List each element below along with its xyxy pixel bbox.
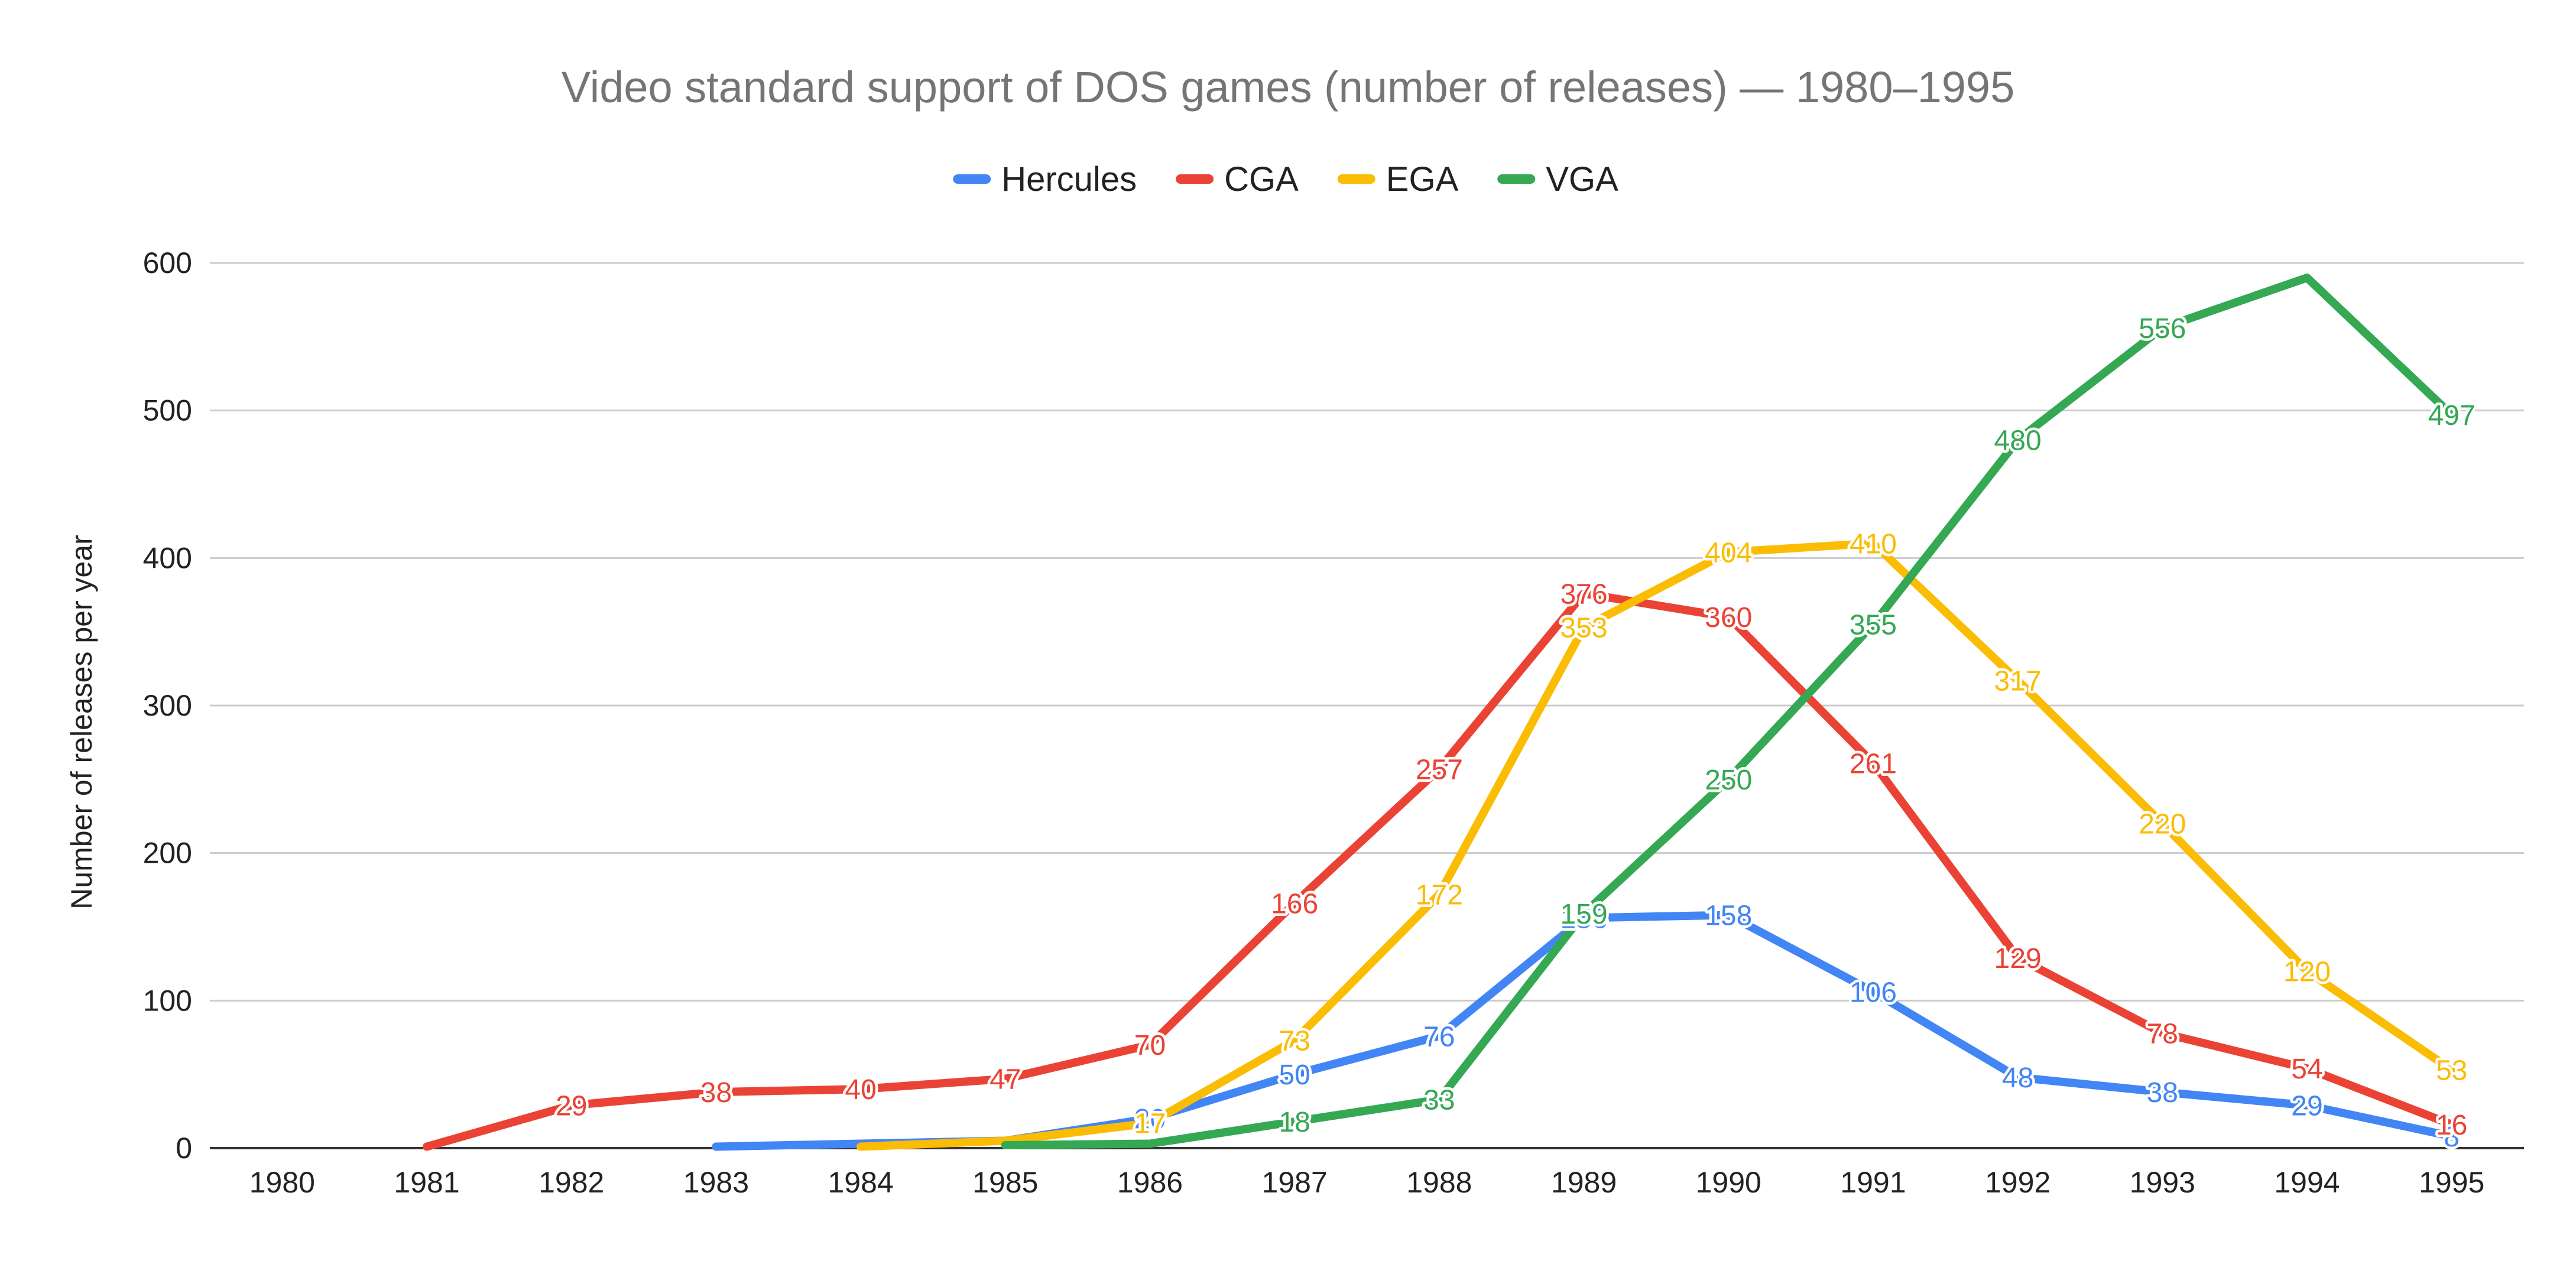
data-label-hercules: 48 bbox=[2002, 1062, 2033, 1094]
x-tick-label: 1980 bbox=[249, 1166, 315, 1199]
legend-label: EGA bbox=[1386, 160, 1459, 199]
legend-item-vga: VGA bbox=[1497, 160, 1618, 199]
data-label-vga: 33 bbox=[1423, 1085, 1455, 1116]
data-label-cga: 29 bbox=[556, 1091, 587, 1122]
x-tick-label: 1986 bbox=[1117, 1166, 1183, 1199]
y-axis-title: Number of releases per year bbox=[65, 535, 98, 909]
data-label-hercules: 156 bbox=[1560, 904, 1607, 935]
x-tick-label: 1984 bbox=[828, 1166, 893, 1199]
data-label-cga: 38 bbox=[700, 1077, 732, 1109]
x-tick-label: 1990 bbox=[1696, 1166, 1761, 1199]
x-tick-label: 1992 bbox=[1985, 1166, 2051, 1199]
x-tick-label: 1982 bbox=[538, 1166, 604, 1199]
data-label-cga: 261 bbox=[1850, 748, 1897, 779]
x-tick-label: 1987 bbox=[1262, 1166, 1328, 1199]
data-label-hercules: 29 bbox=[2291, 1091, 2322, 1122]
y-tick-label: 200 bbox=[143, 837, 192, 870]
legend-item-ega: EGA bbox=[1337, 160, 1459, 199]
data-label-ega: 73 bbox=[1279, 1026, 1310, 1057]
series-line-ega bbox=[856, 539, 2456, 1151]
data-label-vga: 497 bbox=[2428, 400, 2476, 431]
x-tick-label: 1995 bbox=[2419, 1166, 2484, 1199]
data-label-vga: 480 bbox=[1994, 425, 2042, 457]
data-label-cga: 166 bbox=[1271, 889, 1318, 920]
legend-label: Hercules bbox=[1001, 160, 1137, 199]
data-label-cga: 376 bbox=[1560, 578, 1607, 610]
data-label-cga: 40 bbox=[845, 1074, 876, 1106]
y-axis-ticks: 0 100 200 300 400 500 600 bbox=[143, 246, 192, 1165]
data-label-ega: 17 bbox=[1134, 1109, 1166, 1140]
y-tick-label: 400 bbox=[143, 541, 192, 574]
data-label-hercules: 38 bbox=[2147, 1077, 2178, 1109]
data-labels: 20 50 76 156 158 106 48 38 29 8 29 38 40 47 70 166 257 37… bbox=[553, 310, 2478, 1155]
y-tick-label: 0 bbox=[176, 1132, 192, 1165]
data-label-cga: 54 bbox=[2291, 1054, 2322, 1085]
data-label-ega: 353 bbox=[1560, 613, 1607, 644]
data-label-hercules: 8 bbox=[2444, 1122, 2460, 1153]
gridlines bbox=[210, 262, 2524, 1149]
legend-item-cga: CGA bbox=[1176, 160, 1299, 199]
data-label-vga: 18 bbox=[1279, 1107, 1310, 1138]
legend-label: CGA bbox=[1224, 160, 1299, 199]
data-label-vga: 250 bbox=[1705, 765, 1752, 796]
data-label-ega: 410 bbox=[1850, 528, 1897, 560]
x-axis-ticks: 1980 1981 1982 1983 1984 1985 1986 1987 1988 1989… bbox=[249, 1166, 2485, 1199]
data-label-hercules: 50 bbox=[1279, 1060, 1310, 1091]
data-label-ega: 404 bbox=[1705, 537, 1752, 568]
series-lines bbox=[423, 273, 2456, 1151]
data-label-cga: 78 bbox=[2147, 1018, 2178, 1049]
x-tick-label: 1989 bbox=[1551, 1166, 1617, 1199]
y-tick-label: 500 bbox=[143, 394, 192, 427]
x-tick-label: 1993 bbox=[2130, 1166, 2195, 1199]
legend-label: VGA bbox=[1546, 160, 1618, 199]
data-label-cga: 257 bbox=[1416, 754, 1463, 785]
data-label-ega: 317 bbox=[1994, 666, 2042, 697]
x-tick-label: 1983 bbox=[683, 1166, 749, 1199]
data-label-vga: 355 bbox=[1850, 610, 1897, 641]
y-tick-label: 100 bbox=[143, 984, 192, 1017]
series-line-hercules bbox=[712, 911, 2456, 1151]
legend-item-hercules: Hercules bbox=[953, 160, 1137, 199]
x-tick-label: 1985 bbox=[972, 1166, 1038, 1199]
y-tick-label: 600 bbox=[143, 246, 192, 280]
x-tick-label: 1988 bbox=[1406, 1166, 1472, 1199]
data-label-vga: 556 bbox=[2139, 313, 2186, 344]
data-label-cga: 129 bbox=[1994, 943, 2042, 974]
data-label-cga: 16 bbox=[2436, 1110, 2467, 1141]
data-label-ega: 172 bbox=[1416, 880, 1463, 911]
x-tick-label: 1994 bbox=[2274, 1166, 2340, 1199]
data-label-cga: 70 bbox=[1134, 1030, 1166, 1061]
series-line-vga bbox=[1001, 273, 2456, 1150]
data-label-ega: 53 bbox=[2436, 1055, 2467, 1087]
chart-title: Video standard support of DOS games (num… bbox=[562, 63, 2015, 112]
data-label-hercules: 106 bbox=[1850, 977, 1897, 1008]
data-label-cga: 360 bbox=[1705, 602, 1752, 633]
y-tick-label: 300 bbox=[143, 689, 192, 722]
data-label-vga: 159 bbox=[1560, 899, 1607, 930]
series-line-cga bbox=[423, 589, 2456, 1151]
data-label-cga: 47 bbox=[989, 1064, 1021, 1096]
data-label-ega: 220 bbox=[2139, 809, 2186, 840]
data-label-ega: 120 bbox=[2283, 956, 2331, 987]
x-tick-label: 1981 bbox=[394, 1166, 459, 1199]
data-label-hercules: 76 bbox=[1423, 1021, 1455, 1052]
legend: Hercules CGA EGA VGA bbox=[953, 160, 1618, 199]
x-tick-label: 1991 bbox=[1840, 1166, 1906, 1199]
data-label-hercules: 20 bbox=[1134, 1104, 1166, 1135]
data-label-hercules: 158 bbox=[1705, 901, 1752, 932]
